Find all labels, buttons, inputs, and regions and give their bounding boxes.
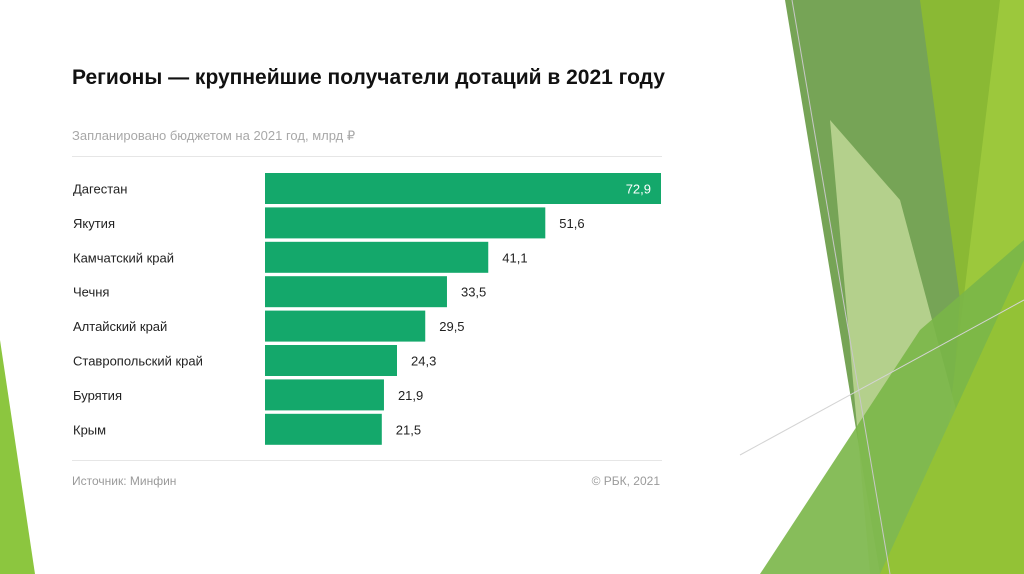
top-divider bbox=[72, 156, 662, 157]
chart-subtitle: Запланировано бюджетом на 2021 год, млрд… bbox=[72, 128, 356, 143]
category-label: Чечня bbox=[73, 285, 109, 300]
chart-title: Регионы — крупнейшие получатели дотаций … bbox=[72, 66, 665, 89]
value-label: 41,1 bbox=[502, 250, 527, 265]
bar bbox=[265, 173, 661, 204]
value-label: 72,9 bbox=[626, 182, 651, 197]
value-label: 21,9 bbox=[398, 388, 423, 403]
category-label: Якутия bbox=[73, 216, 115, 231]
value-label: 33,5 bbox=[461, 285, 486, 300]
bar bbox=[265, 379, 384, 411]
value-label: 29,5 bbox=[439, 319, 464, 334]
category-label: Камчатский край bbox=[73, 250, 174, 265]
bar bbox=[265, 207, 546, 239]
bottom-divider bbox=[72, 460, 662, 461]
bar bbox=[265, 276, 447, 308]
value-label: 21,5 bbox=[396, 422, 421, 437]
value-label: 24,3 bbox=[411, 354, 436, 369]
category-label: Ставропольский край bbox=[73, 354, 203, 369]
copyright-note: © РБК, 2021 bbox=[591, 474, 660, 488]
category-label: Бурятия bbox=[73, 388, 122, 403]
bar bbox=[265, 241, 489, 273]
bar bbox=[265, 345, 397, 376]
source-note: Источник: Минфин bbox=[72, 474, 177, 488]
value-label: 51,6 bbox=[559, 216, 584, 231]
bar bbox=[265, 310, 426, 342]
category-label: Алтайский край bbox=[73, 319, 167, 334]
category-label: Крым bbox=[73, 422, 106, 437]
category-label: Дагестан bbox=[73, 182, 127, 197]
bar bbox=[265, 413, 382, 445]
